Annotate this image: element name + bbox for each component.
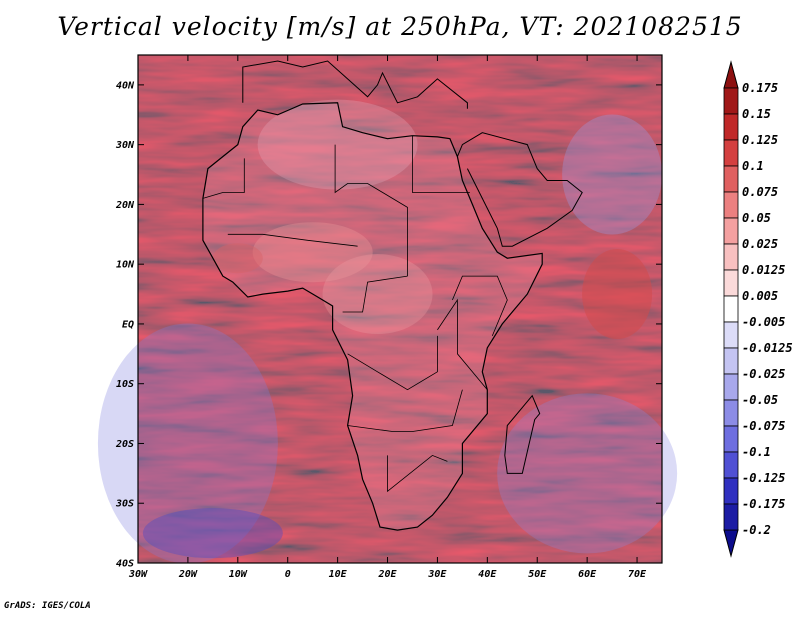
x-tick-label: 50E — [528, 569, 547, 580]
country-border-8 — [437, 298, 488, 390]
coastline-madagascar — [504, 394, 541, 474]
colorbar-label: 0.1 — [742, 159, 764, 173]
y-tick-label: 40S — [116, 559, 134, 570]
colorbar-swatch — [723, 295, 739, 323]
colorbar-label: -0.125 — [742, 471, 785, 485]
country-border-1 — [334, 144, 408, 277]
y-tick-label: 20S — [115, 439, 134, 450]
grads-credit: GrADS: IGES/COLA — [4, 601, 91, 611]
colorbar-label: 0.075 — [742, 185, 778, 199]
y-tick-label: 40N — [116, 80, 135, 91]
country-border-3 — [227, 233, 358, 247]
field-region-6 — [497, 393, 678, 554]
y-tick-label: EQ — [122, 319, 134, 330]
colorbar-swatch — [723, 113, 739, 141]
x-tick-label: 0 — [285, 569, 291, 580]
map-area — [97, 54, 678, 564]
colorbar-swatch — [723, 399, 739, 427]
field-texture — [138, 55, 662, 563]
x-tick-label: 70E — [628, 569, 647, 580]
field-region-3 — [212, 243, 263, 274]
colorbar-label: -0.005 — [742, 315, 785, 329]
colorbar-swatch — [723, 269, 739, 297]
colorbar-label: -0.05 — [742, 393, 778, 407]
coastline-europe — [242, 60, 468, 109]
colorbar-label: 0.025 — [742, 237, 778, 251]
country-border-9 — [452, 275, 508, 337]
colorbar-label: 0.175 — [742, 81, 778, 95]
colorbar-label: -0.025 — [742, 367, 785, 381]
country-border-6 — [347, 389, 463, 432]
colorbar-label: -0.075 — [742, 419, 785, 433]
colorbar-swatch — [723, 191, 739, 219]
colorbar-label: 0.05 — [742, 211, 771, 225]
colorbar-swatch — [723, 87, 739, 115]
colorbar-top-arrow — [723, 60, 739, 89]
colorbar-label: -0.2 — [742, 523, 771, 537]
field-region-4 — [257, 99, 418, 190]
colorbar-label: -0.1 — [742, 445, 771, 459]
colorbar-label: 0.005 — [742, 289, 778, 303]
colorbar-swatch — [723, 347, 739, 375]
field-region-8 — [562, 114, 663, 235]
colorbar-swatch — [723, 373, 739, 401]
colorbar-bottom-arrow — [723, 529, 739, 558]
x-tick-label: 40E — [478, 569, 497, 580]
colorbar-swatch — [723, 243, 739, 271]
x-tick-label: 20E — [377, 569, 397, 580]
colorbar-swatch — [723, 477, 739, 505]
plot-frame — [137, 54, 663, 564]
colorbar-swatch — [723, 503, 739, 531]
colorbar-label: 0.0125 — [742, 263, 785, 277]
chart-title: Vertical velocity [m/s] at 250hPa, VT: 2… — [57, 12, 743, 41]
axes: 30W 20W 10W 0 10E 20E 30E 40E 50E 60E 70E 40N 30N 20N… — [115, 55, 662, 580]
x-tick-label: 30E — [427, 569, 447, 580]
y-tick-label: 20N — [115, 200, 135, 211]
field-region-1 — [322, 254, 433, 335]
y-tick-label: 10S — [116, 379, 134, 390]
country-border-4 — [342, 275, 408, 313]
colorbar-swatch — [723, 451, 739, 479]
colorbar-swatch — [723, 425, 739, 453]
country-border-7 — [387, 454, 448, 493]
x-tick-label: 20W — [178, 569, 198, 580]
y-tick-label: 30S — [115, 499, 134, 510]
colorbar-label: 0.15 — [742, 107, 771, 121]
x-tick-label: 60E — [578, 569, 597, 580]
x-tick-label: 30W — [128, 569, 148, 580]
land-tint-africa — [202, 102, 543, 531]
colorbar-label: -0.175 — [742, 497, 785, 511]
field-region-7 — [142, 508, 283, 559]
y-tick-label: 30N — [115, 140, 135, 151]
colorbar-label: -0.0125 — [742, 341, 793, 355]
colorbar-swatch — [723, 165, 739, 193]
colorbar-swatch — [723, 139, 739, 167]
colorbar: 0.175 0.15 0.125 0.1 0.075 0.05 0.025 0.0125 0.0… — [723, 60, 793, 558]
colorbar-swatch — [723, 217, 739, 245]
field-region-2 — [582, 249, 653, 340]
colorbar-swatch — [723, 321, 739, 349]
coastline-arabia — [456, 132, 583, 247]
y-tick-label: 10N — [116, 260, 135, 271]
colorbar-label: 0.125 — [742, 133, 778, 147]
country-border-2 — [412, 135, 470, 193]
x-tick-label: 10E — [329, 569, 348, 580]
country-border-0 — [202, 158, 245, 199]
country-border-5 — [347, 335, 438, 391]
x-tick-label: 10W — [229, 569, 248, 580]
